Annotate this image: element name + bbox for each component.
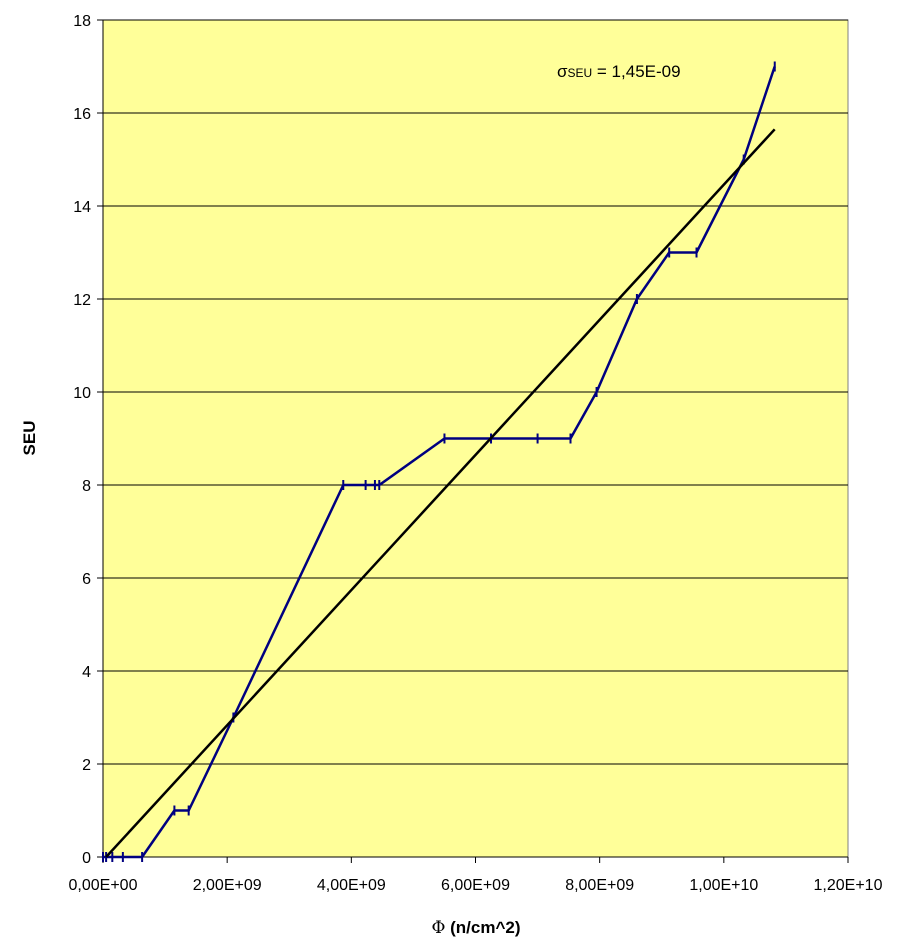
linear-fit-line [105, 128, 776, 858]
x-tick-label: 1,00E+10 [689, 877, 758, 894]
annotation-sigma: σSEU = 1,45E-09 [557, 62, 681, 81]
y-axis-title: SEU [20, 421, 39, 456]
x-axis-title: Φ (n/cm^2) [431, 918, 520, 938]
y-tick-marks [97, 19, 103, 858]
y-tick-label: 12 [73, 292, 91, 309]
y-tick-label: 14 [73, 199, 91, 216]
seu-data-line [103, 66, 776, 859]
y-tick-label: 18 [73, 13, 91, 30]
x-tick-label: 1,20E+10 [814, 877, 883, 894]
y-tick-label: 8 [82, 478, 91, 495]
x-axis-title-symbol: Φ [431, 918, 445, 938]
x-tick-label: 4,00E+09 [317, 877, 386, 894]
x-axis-title-unit: (n/cm^2) [445, 918, 520, 937]
x-tick-label: 2,00E+09 [193, 877, 262, 894]
y-tick-label: 16 [73, 106, 91, 123]
gridlines [103, 19, 848, 765]
y-tick-label: 10 [73, 385, 91, 402]
y-tick-label: 6 [82, 571, 91, 588]
y-tick-label: 2 [82, 757, 91, 774]
annotation-sigma-symbol: σ [557, 62, 568, 81]
series-layer [102, 61, 776, 862]
y-tick-label: 0 [82, 850, 91, 867]
x-tick-label: 8,00E+09 [565, 877, 634, 894]
annotation-sigma-subscript: SEU [568, 66, 593, 80]
x-tick-label: 0,00E+00 [69, 877, 138, 894]
y-tick-label: 4 [82, 664, 91, 681]
x-tick-marks [102, 857, 849, 863]
annotation-sigma-value: = 1,45E-09 [592, 62, 680, 81]
x-tick-label: 6,00E+09 [441, 877, 510, 894]
